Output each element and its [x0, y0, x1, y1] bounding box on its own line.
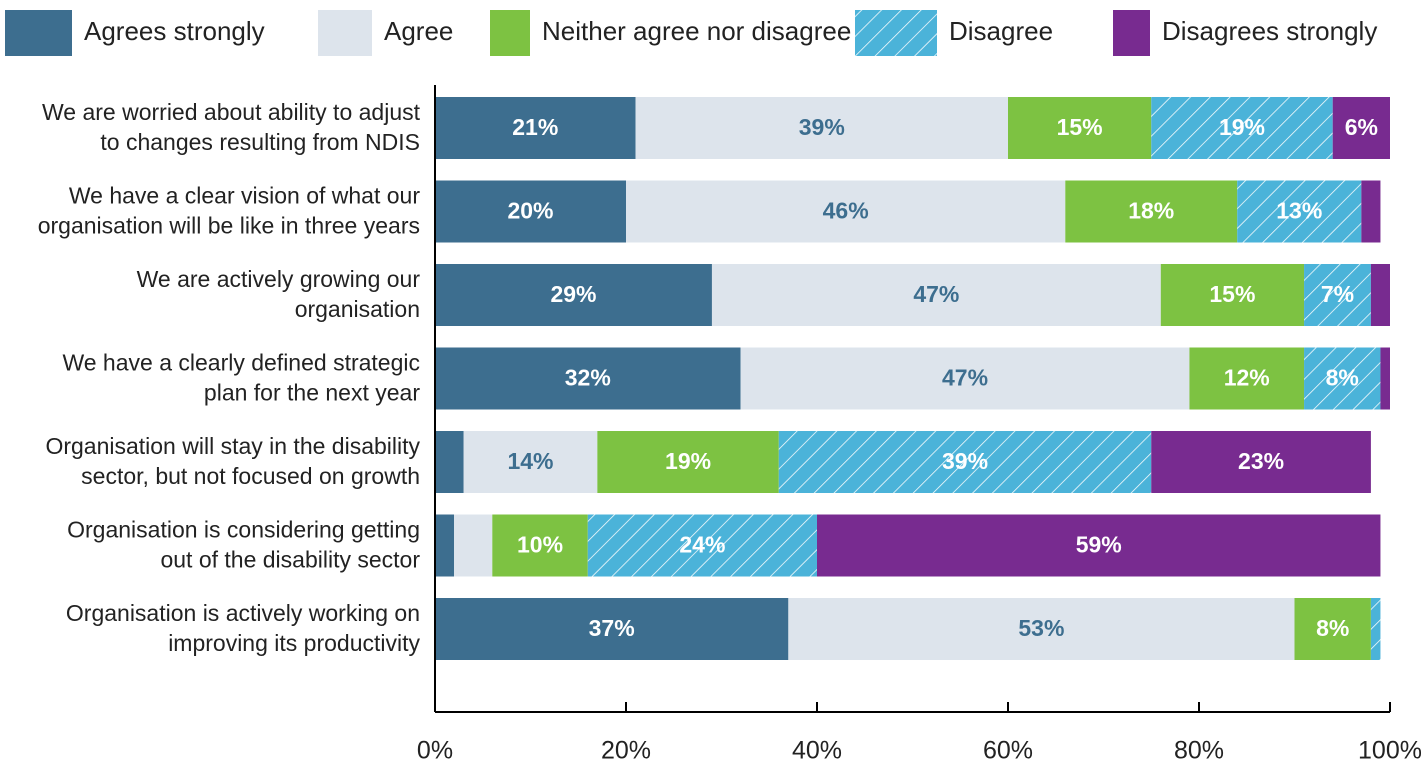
category-label: We are actively growing our [137, 266, 421, 292]
category-label: Organisation will stay in the disability [45, 433, 420, 459]
value-label: 23% [1238, 448, 1284, 474]
category-label: We have a clearly defined strategic [62, 350, 420, 376]
value-label: 8% [1326, 365, 1359, 391]
value-label: 32% [565, 365, 611, 391]
value-label: 7% [1321, 281, 1354, 307]
value-label: 12% [1224, 365, 1270, 391]
category-label: We have a clear vision of what our [69, 183, 420, 209]
value-label: 8% [1316, 615, 1349, 641]
bar-segment [435, 514, 455, 577]
x-tick-label: 20% [601, 737, 651, 765]
bar-segment [626, 180, 1066, 243]
value-label: 53% [1018, 615, 1064, 641]
bar-segment [1361, 180, 1381, 243]
bar-segment [492, 514, 588, 577]
bar-segment [1151, 97, 1333, 159]
bar-segment [740, 347, 1190, 410]
bar-segment [454, 514, 493, 577]
bar-segment [1370, 598, 1381, 660]
bar-segment [635, 97, 1008, 159]
category-label: to changes resulting from NDIS [100, 129, 420, 155]
bar-segment [1189, 347, 1305, 410]
bar-segment [1294, 598, 1371, 660]
value-label: 39% [942, 448, 988, 474]
bar-segment [597, 431, 779, 493]
bar-segment [1008, 97, 1152, 159]
category-label: out of the disability sector [160, 547, 420, 573]
bar-segment [1332, 97, 1390, 159]
x-tick-label: 40% [792, 737, 842, 765]
bar-segment [1065, 180, 1238, 243]
value-label: 59% [1076, 532, 1122, 558]
value-label: 18% [1128, 198, 1174, 224]
bar-segment [435, 264, 712, 326]
value-label: 19% [665, 448, 711, 474]
value-label: 14% [507, 448, 553, 474]
category-label: improving its productivity [168, 630, 420, 656]
category-label: We are worried about ability to adjust [42, 99, 421, 125]
bar-segment [788, 598, 1295, 660]
legend-label: Disagrees strongly [1162, 16, 1377, 46]
legend-label: Disagree [949, 16, 1053, 46]
category-label: Organisation is considering getting [67, 517, 420, 543]
bar-segment [1304, 264, 1371, 326]
value-label: 6% [1345, 114, 1378, 140]
category-label: plan for the next year [204, 380, 420, 406]
value-label: 47% [942, 365, 988, 391]
bar-segment [1380, 347, 1390, 410]
legend-label: Agrees strongly [84, 16, 265, 46]
value-label: 46% [823, 198, 869, 224]
value-label: 13% [1276, 198, 1322, 224]
value-label: 29% [550, 281, 596, 307]
bar-segment [711, 264, 1161, 326]
legend-swatch [490, 10, 530, 56]
legend-swatch [1113, 10, 1150, 56]
value-label: 37% [589, 615, 635, 641]
bar-segment [435, 347, 741, 410]
bar-segment [463, 431, 598, 493]
bar-segment [1304, 347, 1381, 410]
value-label: 47% [913, 281, 959, 307]
legend-label: Neither agree nor disagree [542, 16, 851, 46]
x-tick-label: 0% [417, 737, 453, 765]
bar-segment [1160, 264, 1305, 326]
legend-swatch [855, 10, 937, 56]
category-label: organisation will be like in three years [38, 213, 420, 239]
value-label: 10% [517, 532, 563, 558]
bar-segment [1237, 180, 1362, 243]
value-label: 39% [799, 114, 845, 140]
bar-segment [435, 180, 626, 243]
bar-segment [778, 431, 1152, 493]
legend-label: Agree [384, 16, 453, 46]
bar-segment [1151, 431, 1371, 493]
legend-swatch [318, 10, 372, 56]
value-label: 21% [512, 114, 558, 140]
value-label: 19% [1219, 114, 1265, 140]
legend-swatch [5, 10, 72, 56]
category-label: Organisation is actively working on [66, 600, 420, 626]
value-label: 24% [679, 532, 725, 558]
value-label: 15% [1057, 114, 1103, 140]
bar-segment [435, 598, 789, 660]
bar-segment [435, 97, 636, 159]
category-label: organisation [295, 296, 420, 322]
value-label: 15% [1209, 281, 1255, 307]
bar-segment [1370, 264, 1390, 326]
value-label: 20% [507, 198, 553, 224]
category-label: sector, but not focused on growth [81, 463, 420, 489]
bar-segment [817, 514, 1381, 577]
bar-segment [587, 514, 817, 577]
x-tick-label: 60% [983, 737, 1033, 765]
bar-segment [435, 431, 464, 493]
x-tick-label: 80% [1174, 737, 1224, 765]
x-tick-label: 100% [1358, 737, 1421, 765]
